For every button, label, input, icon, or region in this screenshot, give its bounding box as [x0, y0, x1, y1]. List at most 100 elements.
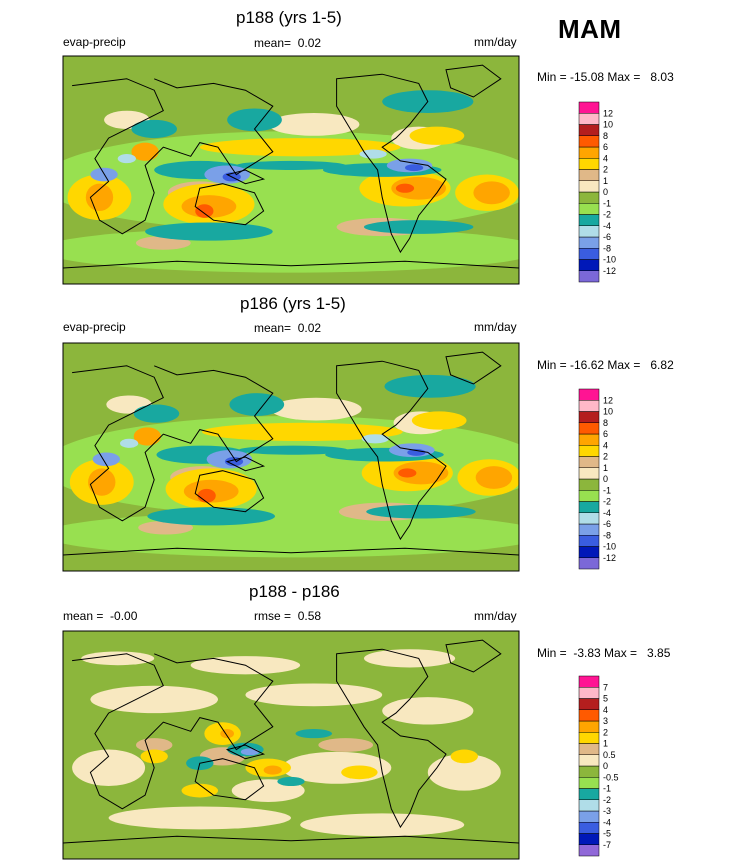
panel1-minmax: Min = -15.08 Max = 8.03 — [537, 70, 674, 84]
colorbar-swatch — [578, 467, 600, 480]
colorbar-swatch — [578, 259, 600, 271]
contour-region — [341, 765, 378, 780]
colorbar-tick-label: -8 — [603, 530, 611, 540]
colorbar-tick-label: -2 — [603, 497, 611, 507]
contour-region — [384, 374, 476, 398]
panel3-stat: rmse = 0.58 — [254, 609, 321, 623]
contour-region — [131, 119, 177, 139]
panel3-stat-label: rmse = — [254, 609, 292, 623]
contour-region — [197, 488, 216, 503]
colorbar-swatch — [578, 777, 600, 789]
colorbar-tick-label: -12 — [603, 553, 616, 563]
coastline — [336, 73, 447, 254]
contour-region — [133, 427, 162, 446]
colorbar-tick-label: 7 — [603, 682, 608, 692]
colorbar-tick-label: 3 — [603, 716, 608, 726]
contour-region — [411, 411, 467, 430]
panel1-units: mm/day — [474, 35, 517, 49]
contour-region — [361, 434, 390, 444]
map-panel-3 — [63, 631, 519, 859]
colorbar-swatch — [578, 445, 600, 457]
contour-region — [117, 154, 136, 164]
season-label: MAM — [558, 14, 622, 44]
colorbar-swatch — [578, 248, 600, 260]
contour-region — [245, 683, 383, 707]
contour-region — [108, 806, 291, 830]
coastline — [194, 758, 265, 801]
coastline — [225, 744, 266, 760]
colorbar-swatch — [578, 512, 600, 525]
colorbar-swatch — [578, 113, 600, 125]
colorbar-swatch — [578, 270, 600, 283]
coastline — [194, 183, 265, 226]
contour-region — [88, 468, 116, 496]
coastline — [225, 456, 266, 472]
contour-region — [359, 149, 387, 159]
contour-region — [407, 449, 426, 456]
map-frame — [62, 55, 520, 285]
colorbar-swatch — [578, 490, 600, 502]
colorbar-tick-label: -8 — [603, 243, 611, 253]
coastline — [336, 648, 447, 829]
colorbar-tick-label: -0.5 — [603, 772, 619, 782]
colorbar-swatch — [578, 799, 600, 812]
colorbar-swatch — [578, 400, 600, 412]
colorbar-tick-label: 2 — [603, 165, 608, 175]
coastline — [445, 639, 502, 673]
colorbar-swatch — [578, 411, 600, 423]
colorbar-tick-label: -10 — [603, 542, 616, 552]
contour-region — [363, 220, 474, 234]
panel2-stat-label: mean= — [254, 321, 292, 335]
panel3-stat-value: 0.58 — [297, 609, 322, 623]
colorbar-tick-label: 4 — [603, 440, 608, 450]
panel2-minmax: Min = -16.62 Max = 6.82 — [537, 358, 674, 372]
colorbar-swatch — [578, 523, 600, 536]
panel2-title: p186 (yrs 1-5) — [240, 294, 346, 313]
coastline — [63, 835, 519, 844]
colorbar-swatch — [578, 675, 600, 688]
colorbar-swatch — [578, 433, 600, 446]
colorbar-swatch — [578, 180, 600, 193]
colorbar-swatch — [578, 214, 600, 226]
colorbar-tick-label: 12 — [603, 108, 613, 118]
contour-region — [199, 138, 401, 157]
colorbar-tick-label: -12 — [603, 266, 616, 276]
panel1-stat-label: mean= — [254, 36, 292, 50]
contour-region — [224, 457, 244, 467]
panel2-stat: mean= 0.02 — [254, 321, 321, 335]
panel2-units: mm/day — [474, 320, 517, 334]
contour-region — [131, 142, 159, 161]
contour-region — [393, 461, 449, 485]
colorbar-swatch — [578, 546, 600, 558]
colorbar-swatch — [578, 687, 600, 699]
panel3-minmax: Min = -3.83 Max = 3.85 — [537, 646, 671, 660]
colorbar-tick-label: 0 — [603, 187, 608, 197]
contour-region — [382, 697, 474, 725]
colorbar-tick-label: 10 — [603, 120, 613, 130]
colorbar-swatch — [578, 765, 600, 778]
contour-region — [202, 422, 403, 442]
contour-region — [409, 126, 465, 145]
colorbar-tick-label: -4 — [603, 508, 611, 518]
colorbar-tick-label: 6 — [603, 429, 608, 439]
colorbar-swatch — [578, 101, 600, 114]
colorbar-tick-label: 2 — [603, 727, 608, 737]
colorbar-tick-label: 0.5 — [603, 750, 616, 760]
contour-region — [72, 749, 146, 787]
contour-region — [363, 649, 456, 668]
contour-region — [268, 113, 360, 136]
contour-region — [181, 783, 219, 798]
colorbar-tick-label: -7 — [603, 840, 611, 850]
map-frame — [62, 342, 520, 572]
colorbar-tick-label: -1 — [603, 784, 611, 794]
coastline — [225, 169, 266, 185]
colorbar-tick-label: -4 — [603, 221, 611, 231]
contour-region — [263, 765, 282, 775]
contour-region — [405, 164, 424, 172]
colorbar-swatch — [578, 501, 600, 513]
coastline — [445, 64, 502, 98]
colorbar-swatch — [578, 743, 600, 755]
map-frame — [62, 630, 520, 860]
contour-region — [140, 749, 168, 764]
